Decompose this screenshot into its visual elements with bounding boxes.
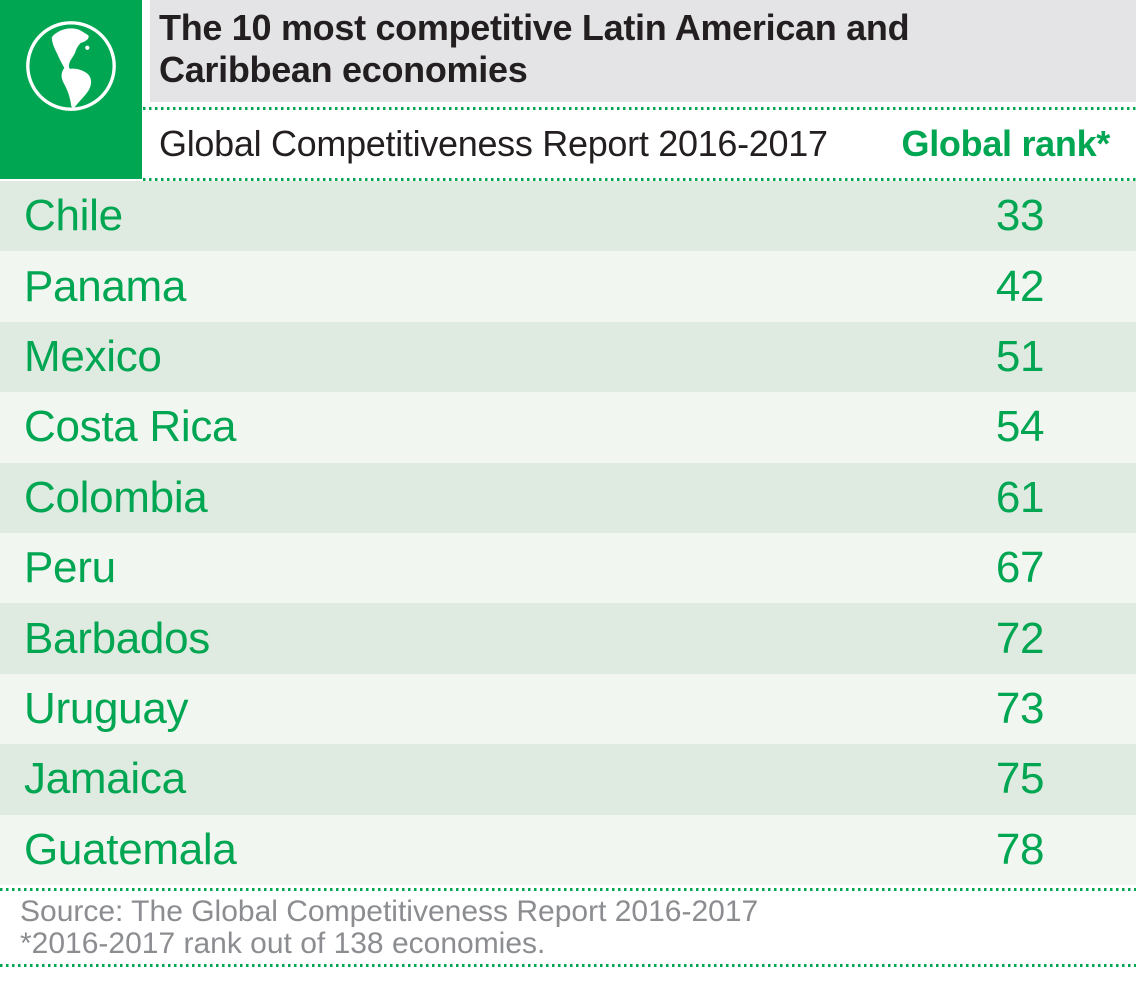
table-row: Guatemala 78 [0,814,1136,885]
table-row: Peru 67 [0,532,1136,604]
rank-value: 61 [995,472,1045,522]
page-title-line2: Caribbean economies [159,49,528,90]
global-rank-column-header: Global rank* [901,123,1111,164]
ranking-table: Chile 33 Panama 42 Mexico 51 Costa Rica … [0,181,1136,885]
country-name: Colombia [24,472,208,522]
page-title-line1: The 10 most competitive Latin American a… [159,7,910,48]
rank-value: 78 [995,824,1045,874]
dotted-divider-table-bottom [0,888,1136,891]
country-name: Guatemala [24,824,237,874]
rank-value: 73 [995,683,1045,733]
table-row: Mexico 51 [0,321,1136,393]
rank-value: 72 [995,613,1045,663]
title-bar: The 10 most competitive Latin American a… [150,0,1136,102]
country-name: Costa Rica [24,402,237,452]
table-row: Jamaica 75 [0,744,1136,815]
table-row: Costa Rica 54 [0,392,1136,463]
country-name: Chile [24,191,123,241]
dotted-divider-subheader [143,178,1136,181]
country-name: Barbados [24,613,210,663]
country-name: Peru [24,543,116,593]
report-label: Global Competitiveness Report 2016-2017 [159,123,828,164]
country-name: Panama [24,261,187,311]
country-name: Uruguay [24,683,189,733]
table-row: Chile 33 [0,181,1136,252]
table-row: Uruguay 73 [0,673,1136,745]
country-name: Mexico [24,331,162,381]
footnote-line: *2016-2017 rank out of 138 economies. [20,927,546,960]
table-row: Panama 42 [0,251,1136,322]
rank-value: 75 [995,754,1045,804]
rank-value: 33 [995,191,1045,241]
dotted-divider-top [143,107,1136,110]
rank-value: 42 [995,261,1045,311]
globe-americas-icon [26,21,116,111]
rank-value: 51 [995,331,1045,381]
subheader-row: Global Competitiveness Report 2016-2017 … [150,110,1136,178]
dotted-divider-footer [0,964,1136,967]
table-row: Barbados 72 [0,603,1136,674]
rank-value: 67 [995,543,1045,593]
logo-tile [0,0,142,179]
rank-value: 54 [995,402,1045,452]
table-row: Colombia 61 [0,462,1136,533]
country-name: Jamaica [24,754,186,804]
footer: Source: The Global Competitiveness Repor… [20,896,1126,960]
source-line: Source: The Global Competitiveness Repor… [20,895,759,928]
